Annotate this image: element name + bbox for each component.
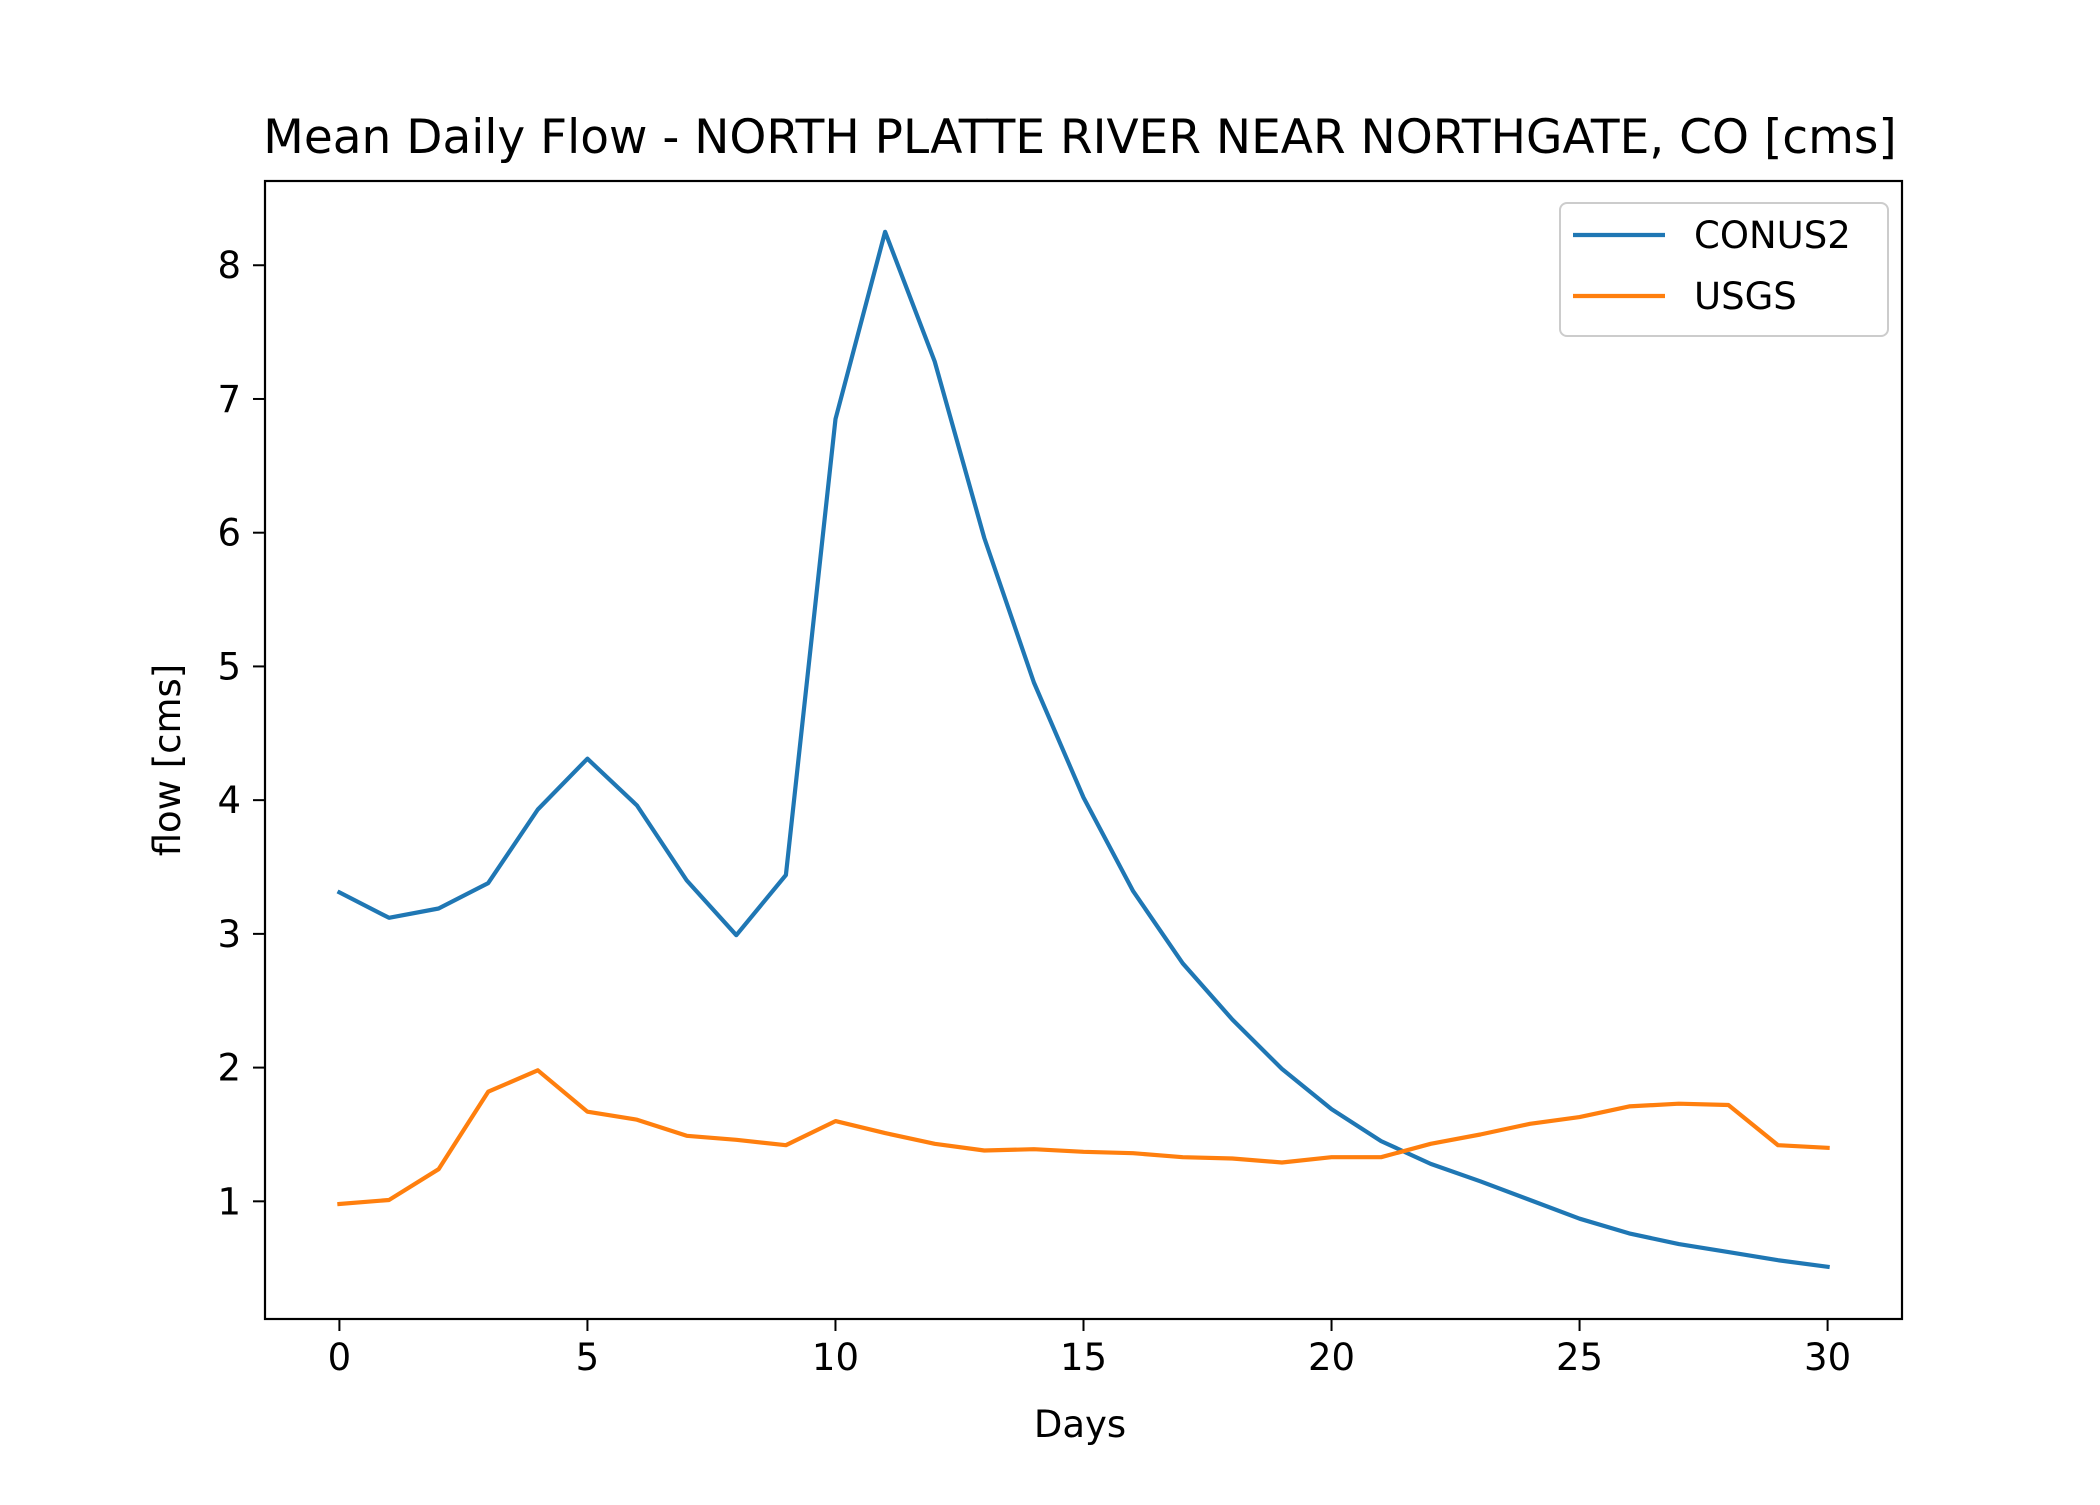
y-axis-label: flow [cms]	[146, 664, 189, 857]
y-tick-label: 3	[217, 913, 241, 956]
y-tick-label: 1	[217, 1180, 241, 1223]
y-tick-label: 7	[217, 378, 241, 421]
x-tick-label: 5	[576, 1336, 600, 1379]
axes: 0 5 10 15 20 25 30 1 2 3 4 5 6 7 8	[217, 179, 1904, 1379]
x-tick-label: 30	[1804, 1336, 1851, 1379]
series-lines	[336, 229, 1830, 1270]
x-tick-label: 25	[1556, 1336, 1603, 1379]
plot-frame	[263, 179, 1904, 1321]
legend-label-conus2: CONUS2	[1694, 214, 1851, 257]
y-tick-label: 5	[217, 645, 241, 688]
y-tick-label: 2	[217, 1047, 241, 1090]
y-tick-label: 6	[217, 512, 241, 555]
x-tick-label: 0	[328, 1336, 352, 1379]
y-tick-label: 4	[217, 779, 241, 822]
x-tick-label: 15	[1060, 1336, 1107, 1379]
x-tick-label: 10	[812, 1336, 859, 1379]
series-line-conus2	[336, 229, 1830, 1270]
chart-title: Mean Daily Flow - NORTH PLATTE RIVER NEA…	[263, 110, 1896, 165]
x-tick-label: 20	[1308, 1336, 1355, 1379]
y-tick-label: 8	[217, 244, 241, 287]
legend: CONUS2 USGS	[1559, 202, 1889, 337]
legend-label-usgs: USGS	[1694, 275, 1797, 318]
x-axis-label: Days	[1034, 1403, 1126, 1446]
series-line-usgs	[337, 1068, 1830, 1207]
